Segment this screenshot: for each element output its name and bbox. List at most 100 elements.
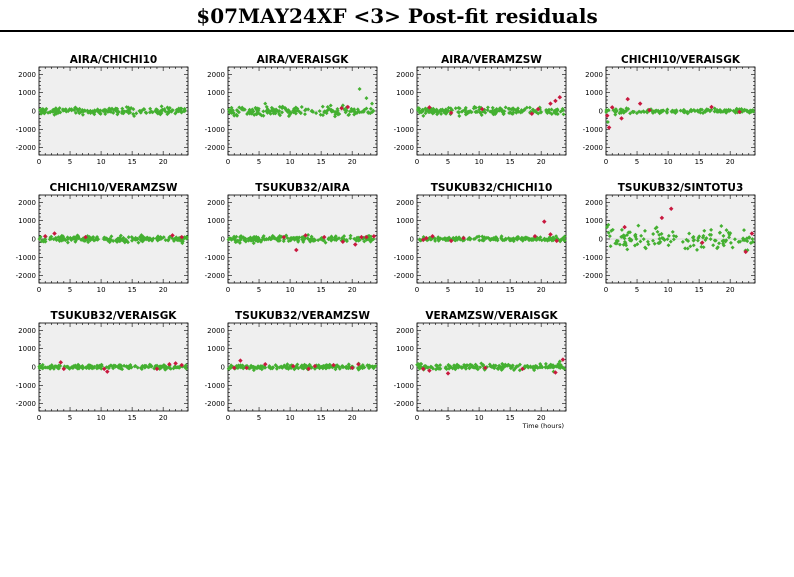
- flagged-point: [167, 361, 172, 367]
- good-point: [247, 107, 252, 112]
- good-point: [744, 236, 749, 241]
- good-point: [715, 246, 720, 251]
- y-tick-label: -1000: [583, 126, 603, 134]
- good-point: [96, 237, 101, 242]
- x-tick-label: 20: [537, 286, 546, 294]
- good-point: [328, 103, 333, 108]
- good-point: [65, 240, 70, 245]
- good-point: [362, 239, 367, 244]
- x-tick-label: 15: [128, 286, 137, 294]
- good-point: [371, 109, 376, 114]
- y-tick-label: -2000: [583, 272, 603, 280]
- x-tick-label: 20: [726, 158, 735, 166]
- x-tick-label: 0: [226, 286, 230, 294]
- x-tick-label: 5: [68, 158, 72, 166]
- flagged-point: [483, 365, 488, 371]
- good-point: [234, 112, 239, 117]
- x-tick-label: 15: [128, 158, 137, 166]
- y-tick-label: -2000: [16, 144, 36, 152]
- x-tick-label: 15: [695, 158, 704, 166]
- good-point: [441, 108, 446, 113]
- x-tick-label: 5: [68, 286, 72, 294]
- good-point: [415, 108, 420, 113]
- good-point: [477, 238, 482, 243]
- good-point: [313, 238, 318, 243]
- x-tick-label: 0: [226, 414, 230, 422]
- good-point: [291, 108, 296, 113]
- good-point: [495, 238, 500, 243]
- panel-title: CHICHI10/VERAISGK: [621, 54, 741, 66]
- good-point: [120, 238, 125, 243]
- good-point: [159, 111, 164, 115]
- good-point: [159, 104, 164, 109]
- good-point: [657, 232, 662, 237]
- x-tick-label: 20: [537, 414, 546, 422]
- good-point: [267, 235, 272, 240]
- good-point: [81, 109, 86, 114]
- residual-panel: AIRA/VERAMZSW 0 5 10 15 20 -2000 -1000 0 1000 2000: [394, 54, 567, 166]
- good-point: [446, 363, 451, 368]
- good-point: [69, 237, 74, 242]
- y-tick-label: -2000: [394, 144, 414, 152]
- x-tick-label: 10: [664, 158, 673, 166]
- good-point: [133, 363, 138, 368]
- good-point: [281, 239, 286, 244]
- flagged-point: [445, 371, 451, 376]
- good-point: [255, 106, 260, 111]
- panel-title: VERAMZSW/VERAISGK: [425, 310, 558, 322]
- good-point: [173, 111, 178, 116]
- y-tick-label: -2000: [394, 400, 414, 408]
- good-point: [463, 108, 468, 112]
- good-point: [129, 365, 134, 370]
- x-tick-label: 10: [286, 286, 295, 294]
- good-point: [326, 364, 331, 369]
- y-tick-label: 0: [410, 236, 414, 244]
- good-point: [503, 105, 508, 110]
- good-point: [453, 106, 458, 111]
- panel-title: TSUKUB32/CHICHI10: [431, 182, 553, 194]
- good-point: [286, 366, 291, 371]
- good-point: [508, 110, 513, 115]
- good-point: [701, 233, 706, 238]
- good-point: [179, 106, 184, 111]
- good-point: [135, 236, 140, 241]
- good-point: [343, 110, 348, 115]
- y-tick-label: 1000: [585, 89, 603, 97]
- good-point: [456, 110, 461, 115]
- good-point: [251, 241, 256, 246]
- good-point: [659, 235, 664, 240]
- y-tick-label: 2000: [396, 199, 414, 207]
- good-point: [279, 365, 284, 370]
- x-tick-label: 5: [635, 158, 639, 166]
- good-point: [607, 234, 612, 239]
- x-tick-label: 0: [604, 286, 608, 294]
- good-point: [427, 110, 432, 114]
- y-tick-label: -1000: [205, 254, 225, 262]
- good-point: [130, 238, 135, 243]
- good-point: [141, 238, 146, 243]
- good-point: [511, 110, 516, 115]
- residual-panel: CHICHI10/VERAISGK 0 5 10 15 20 -2000 -1000 0 1000…: [583, 54, 756, 166]
- y-tick-label: 2000: [207, 71, 225, 79]
- y-tick-label: -1000: [394, 254, 414, 262]
- good-point: [558, 365, 563, 370]
- panel-title: AIRA/CHICHI10: [70, 54, 158, 66]
- good-point: [371, 366, 376, 371]
- y-tick-label: 1000: [396, 89, 414, 97]
- y-tick-label: 0: [410, 364, 414, 372]
- good-point: [482, 235, 487, 240]
- flagged-point: [83, 234, 88, 240]
- residual-panel: AIRA/VERAISGK 0 5 10 15 20 -2000 -1000 0 1000 2000: [205, 54, 378, 166]
- good-point: [657, 241, 662, 245]
- y-tick-label: 2000: [18, 327, 36, 335]
- y-tick-label: 1000: [18, 217, 36, 225]
- good-point: [116, 109, 121, 114]
- good-point: [643, 246, 648, 251]
- good-point: [485, 108, 490, 113]
- panel-title: AIRA/VERAISGK: [257, 54, 350, 66]
- good-point: [493, 111, 498, 116]
- y-tick-label: 0: [599, 236, 603, 244]
- good-point: [109, 234, 114, 239]
- good-point: [477, 107, 482, 112]
- x-tick-label: 5: [446, 286, 450, 294]
